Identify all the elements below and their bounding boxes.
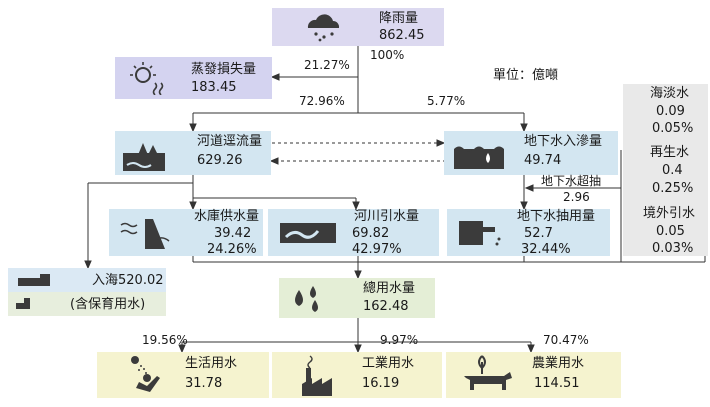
river-intake-label: 河川引水量 bbox=[354, 209, 420, 224]
sun-steam-icon bbox=[130, 62, 164, 95]
evaporation-box: 蒸發損失量 183.45 bbox=[115, 57, 272, 99]
river-icon bbox=[280, 223, 336, 243]
reservoir-box: 水庫供水量 39.42 24.26% bbox=[109, 209, 263, 257]
evaporation-value: 183.45 bbox=[191, 80, 237, 95]
imported-label: 境外引水 bbox=[643, 206, 696, 221]
rain-cloud-icon bbox=[307, 14, 340, 42]
total-use-box: 總用水量 162.48 bbox=[279, 278, 435, 318]
infil-pct: 5.77% bbox=[427, 94, 466, 108]
groundwater-pump-value: 52.7 bbox=[524, 226, 553, 241]
overdraft-value: 2.96 bbox=[563, 190, 590, 204]
cow-plant-icon bbox=[464, 355, 512, 390]
runoff-value: 629.26 bbox=[197, 153, 243, 168]
groundwater-pump-pct: 32.44% bbox=[521, 242, 571, 257]
groundwater-pump-box: 地下水抽用量 52.7 32.44% bbox=[447, 209, 610, 257]
runoff-box: 河道逕流量 629.26 bbox=[115, 131, 271, 175]
agricultural-value: 114.51 bbox=[534, 376, 580, 391]
pump-icon bbox=[459, 221, 501, 246]
river-intake-box: 河川引水量 69.82 42.97% bbox=[268, 209, 439, 257]
runoff-pct: 72.96% bbox=[299, 94, 345, 108]
infiltration-label: 地下水入滲量 bbox=[524, 134, 603, 149]
industrial-box: 工業用水 16.19 bbox=[272, 352, 442, 398]
reservoir-label: 水庫供水量 bbox=[194, 209, 260, 224]
factory-icon bbox=[302, 355, 332, 396]
river-trees-icon bbox=[123, 143, 165, 171]
industrial-label: 工業用水 bbox=[362, 356, 415, 371]
industrial-pct: 9.97% bbox=[380, 333, 419, 347]
total-use-label: 總用水量 bbox=[363, 281, 416, 296]
imported-value: 0.05 bbox=[656, 224, 685, 239]
domestic-value: 31.78 bbox=[185, 376, 223, 391]
agricultural-box: 農業用水 114.51 bbox=[446, 352, 621, 398]
shower-icon bbox=[131, 356, 160, 392]
infiltration-value: 49.74 bbox=[524, 153, 562, 168]
reservoir-pct: 24.26% bbox=[207, 242, 257, 257]
desalination-value: 0.09 bbox=[656, 104, 685, 119]
groundwater-pump-label: 地下水抽用量 bbox=[517, 209, 596, 224]
rainfall-box: 降雨量 862.45 bbox=[272, 8, 444, 46]
desalination-pct: 0.05% bbox=[652, 121, 694, 136]
infiltration-box: 地下水入滲量 49.74 bbox=[444, 131, 618, 175]
to-sea-box: 入海520.02 (含保育用水) bbox=[8, 268, 166, 316]
wetland-icon bbox=[16, 298, 30, 309]
sea-icon bbox=[18, 274, 50, 286]
reservoir-value: 39.42 bbox=[214, 226, 252, 241]
rainfall-value: 862.45 bbox=[379, 28, 425, 43]
desalination-label: 海淡水 bbox=[650, 86, 690, 101]
evap-pct: 21.27% bbox=[304, 58, 350, 72]
agricultural-label: 農業用水 bbox=[532, 356, 585, 371]
alt-sources-box bbox=[623, 84, 708, 256]
recycled-label: 再生水 bbox=[650, 145, 690, 160]
rainfall-label: 降雨量 bbox=[379, 11, 419, 26]
rain-pct: 100% bbox=[370, 48, 405, 62]
groundwater-drop-icon bbox=[454, 146, 504, 169]
imported-pct: 0.03% bbox=[652, 241, 694, 256]
evaporation-label: 蒸發損失量 bbox=[191, 62, 257, 77]
recycled-pct: 0.25% bbox=[652, 181, 694, 196]
domestic-label: 生活用水 bbox=[185, 356, 238, 371]
to-sea-label: 入海520.02 bbox=[92, 273, 164, 288]
river-intake-value: 69.82 bbox=[352, 226, 390, 241]
to-sea-note: (含保育用水) bbox=[70, 297, 146, 312]
recycled-value: 0.4 bbox=[662, 163, 683, 178]
domestic-box: 生活用水 31.78 bbox=[97, 352, 269, 398]
agricultural-pct: 70.47% bbox=[543, 333, 589, 347]
overdraft-label: 地下水超抽 bbox=[541, 174, 602, 188]
industrial-value: 16.19 bbox=[362, 376, 400, 391]
runoff-label: 河道逕流量 bbox=[197, 134, 263, 149]
river-intake-pct: 42.97% bbox=[352, 242, 402, 257]
dam-icon bbox=[120, 219, 170, 249]
unit-label: 單位：億噸 bbox=[493, 68, 559, 83]
drops-icon bbox=[295, 286, 318, 312]
domestic-pct: 19.56% bbox=[142, 333, 188, 347]
total-use-value: 162.48 bbox=[363, 299, 409, 314]
